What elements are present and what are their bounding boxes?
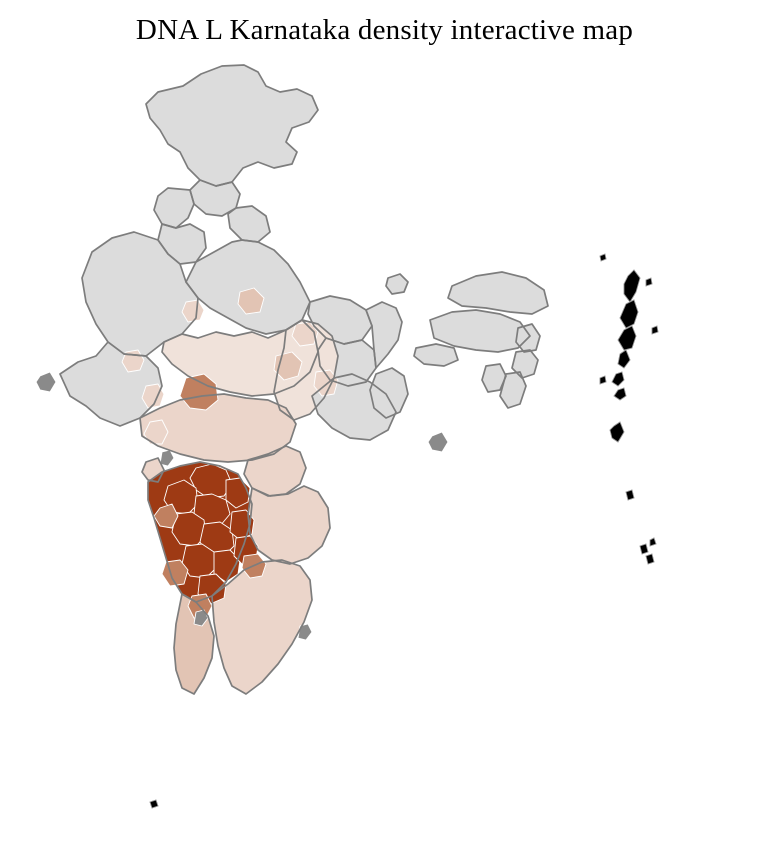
gray-enclave-1 [427,431,449,453]
state-border-uttar-pradesh [185,239,311,335]
base-district-layer [35,64,549,695]
district-region-uttar-pradesh[interactable] [185,239,311,335]
maharashtra-mid-district[interactable] [179,373,219,411]
district-region-jammu-kashmir[interactable] [145,64,319,187]
gray-enclave-3 [159,449,175,467]
island-outline-1 [623,269,641,303]
state-border-maharashtra [139,393,297,463]
choropleth-map[interactable] [0,56,769,862]
state-border-west-bengal [365,301,409,419]
state-border-tripura [481,363,507,393]
island-outline-11 [645,277,653,287]
island-outline-8 [599,253,607,262]
district-region-arunachal-pradesh[interactable] [447,271,549,315]
state-border-jammu-kashmir [145,64,319,187]
island-outline-7 [609,421,625,443]
state-border-assam [429,309,531,353]
island-layer [149,253,659,809]
island-outline-3 [617,325,637,351]
state-border-layer [59,64,549,695]
state-border-chhattisgarh [273,319,339,421]
state-border-meghalaya [413,343,459,367]
state-border-goa [141,457,165,483]
state-border-tamil-nadu [211,559,313,695]
state-border-rajasthan [81,231,199,357]
state-border-andhra-pradesh [247,485,331,565]
island-outline-10 [599,375,607,385]
state-border-gujarat [59,341,163,427]
state-border-arunachal-pradesh [447,271,549,315]
island-outline-9 [651,325,659,335]
island-outline-2 [619,299,639,329]
low-density-district-8[interactable] [143,419,169,445]
island-outline-5 [611,371,625,387]
island-outline-16 [149,799,159,809]
low-density-district-1[interactable] [237,287,265,315]
india-map-svg[interactable] [0,56,769,862]
gray-enclave-2 [35,371,57,393]
state-border-manipur [511,349,539,379]
island-outline-13 [639,543,649,555]
state-border-kerala [173,593,215,695]
island-outline-14 [649,537,657,547]
low-density-district-7[interactable] [141,383,165,409]
state-border-odisha [311,373,397,441]
state-border-karnataka [147,461,253,603]
state-border-mizoram [499,371,527,409]
page-title: DNA L Karnataka density interactive map [135,14,634,46]
island-outline-12 [625,489,635,501]
gray-enclave-4 [297,623,313,641]
state-border-jharkhand [317,337,377,387]
island-outline-4 [617,349,631,369]
island-outline-6 [613,387,627,401]
state-border-sikkim [385,273,409,295]
state-border-nagaland [515,323,541,353]
island-outline-15 [645,553,655,565]
state-border-telangana [243,445,307,497]
